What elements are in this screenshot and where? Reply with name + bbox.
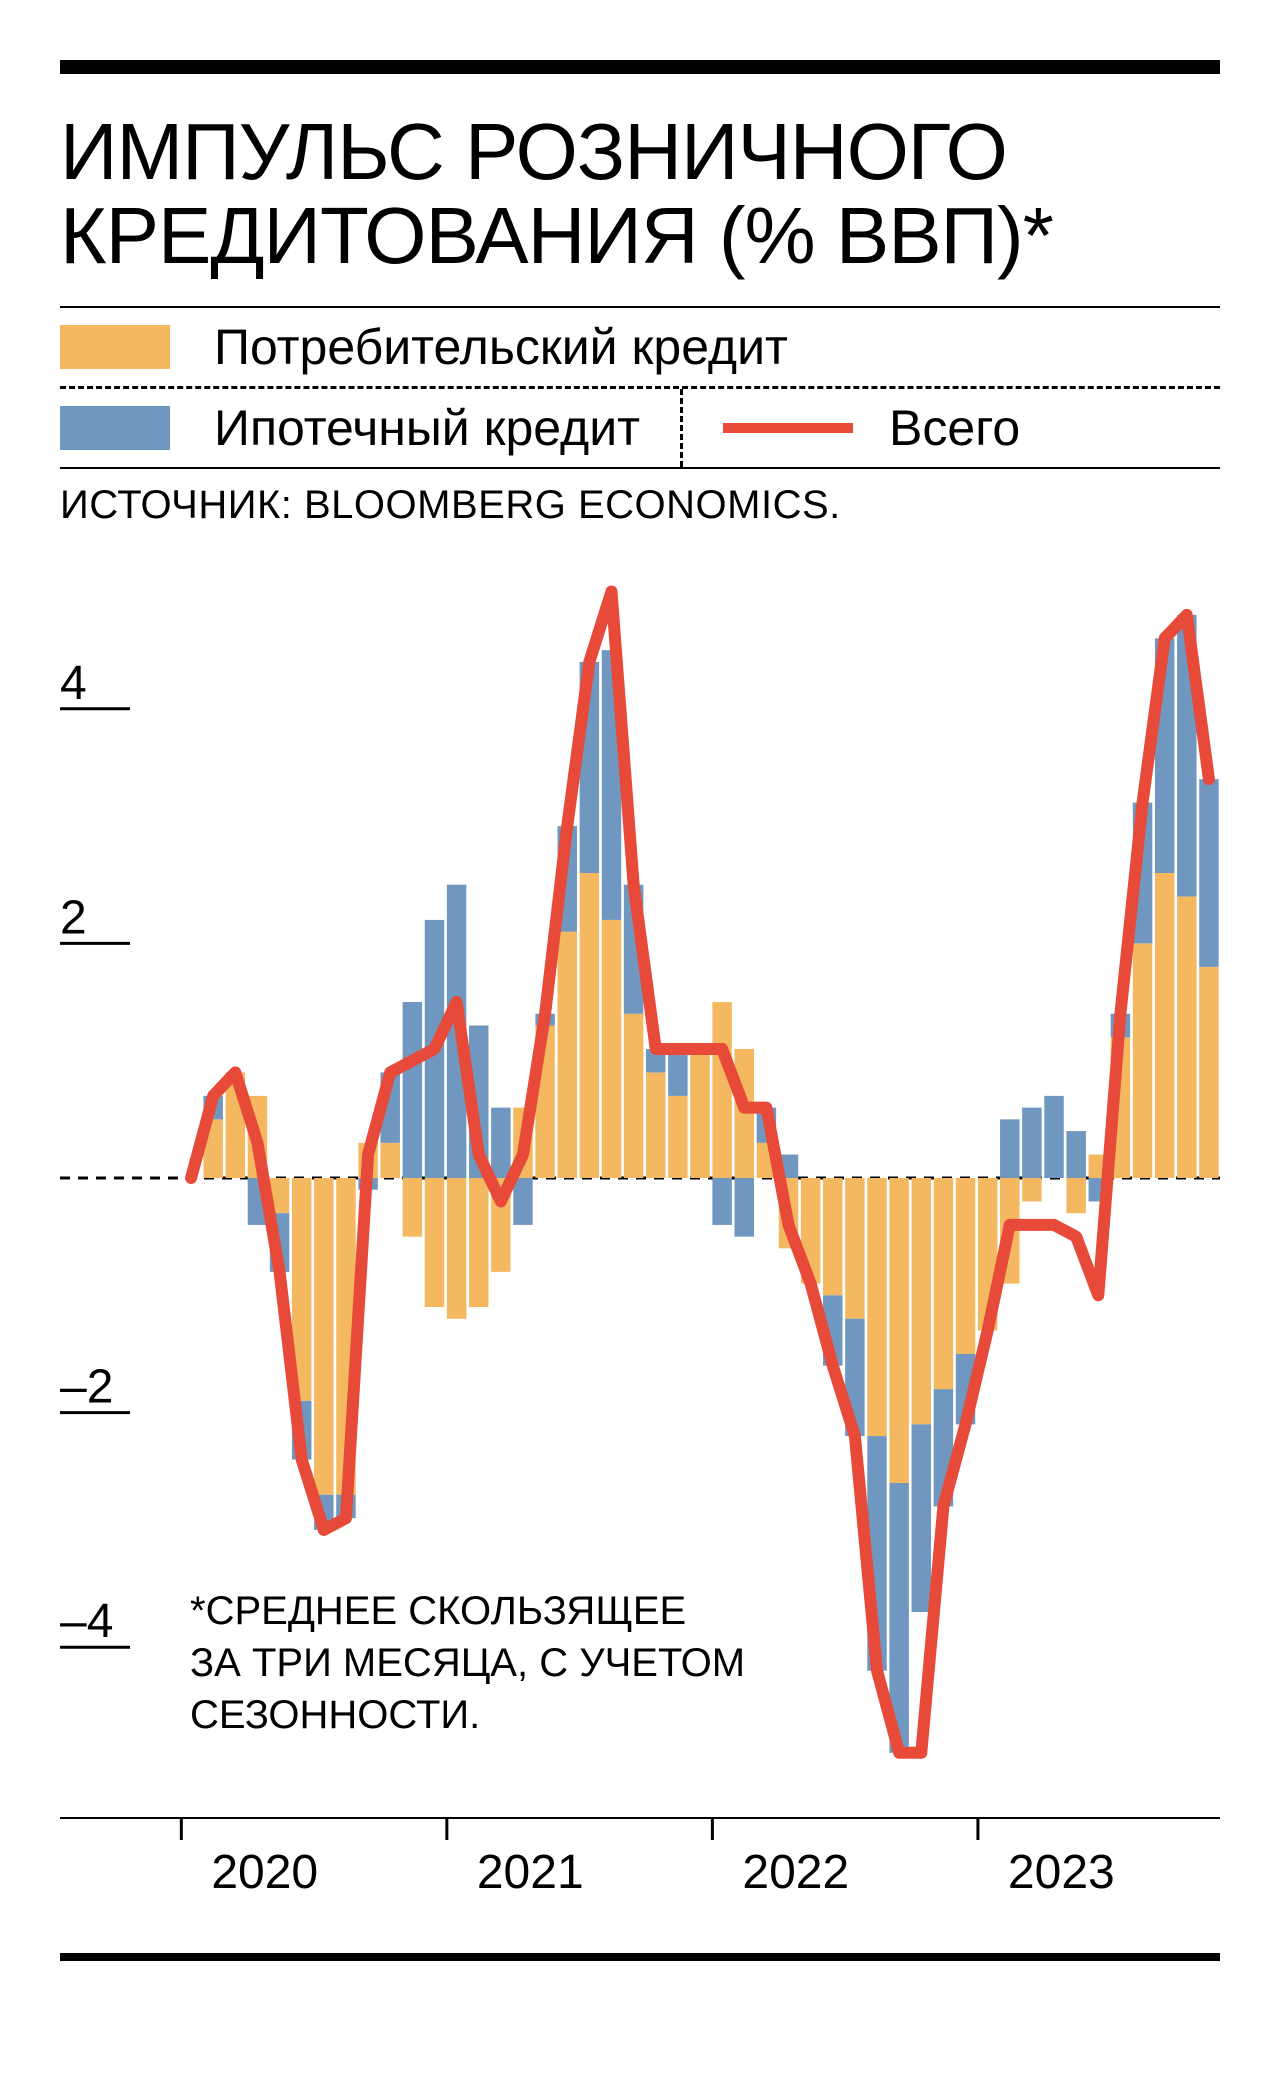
legend: Потребительский кредит Ипотечный кредит … (60, 306, 1220, 469)
svg-text:–2: –2 (60, 1361, 113, 1414)
svg-text:–4: –4 (60, 1595, 113, 1648)
legend-row-2: Ипотечный кредит Всего (60, 386, 1220, 467)
svg-text:СЕЗОННОСТИ.: СЕЗОННОСТИ. (190, 1693, 480, 1737)
svg-text:2: 2 (60, 891, 87, 944)
bottom-rule (60, 1953, 1220, 1961)
svg-text:*СРЕДНЕЕ СКОЛЬЗЯЩЕЕ: *СРЕДНЕЕ СКОЛЬЗЯЩЕЕ (190, 1589, 686, 1633)
svg-text:2021: 2021 (477, 1846, 584, 1899)
legend-label-mortgage: Ипотечный кредит (214, 399, 640, 457)
legend-row-consumer: Потребительский кредит (60, 308, 1220, 386)
svg-text:4: 4 (60, 657, 87, 710)
swatch-mortgage (60, 406, 170, 450)
svg-text:ЗА ТРИ МЕСЯЦА, С УЧЕТОМ: ЗА ТРИ МЕСЯЦА, С УЧЕТОМ (190, 1641, 745, 1685)
title-line-2: КРЕДИТОВАНИЯ (% ВВП)* (60, 191, 1053, 280)
chart-svg: –4 –2 2 4 *СРЕДНЕЕ СКОЛЬЗЯЩЕЕ ЗА ТРИ МЕСЯЦА, … (60, 528, 1220, 1948)
swatch-consumer (60, 325, 170, 369)
top-rule (60, 60, 1220, 74)
legend-label-total: Всего (889, 399, 1020, 457)
legend-cell-mortgage: Ипотечный кредит (60, 389, 640, 467)
svg-text:2020: 2020 (211, 1846, 318, 1899)
source-label: ИСТОЧНИК: BLOOMBERG ECONOMICS. (60, 483, 1220, 528)
chart-title: ИМПУЛЬС РОЗНИЧНОГО КРЕДИТОВАНИЯ (% ВВП)* (60, 110, 1220, 278)
svg-text:2023: 2023 (1008, 1846, 1115, 1899)
legend-label-consumer: Потребительский кредит (214, 318, 788, 376)
title-line-1: ИМПУЛЬС РОЗНИЧНОГО (60, 107, 1007, 196)
legend-cell-total: Всего (680, 389, 1220, 467)
svg-text:2022: 2022 (742, 1846, 849, 1899)
chart-area: –4 –2 2 4 *СРЕДНЕЕ СКОЛЬЗЯЩЕЕ ЗА ТРИ МЕСЯЦА, … (60, 528, 1220, 1953)
swatch-total-line (723, 423, 853, 433)
